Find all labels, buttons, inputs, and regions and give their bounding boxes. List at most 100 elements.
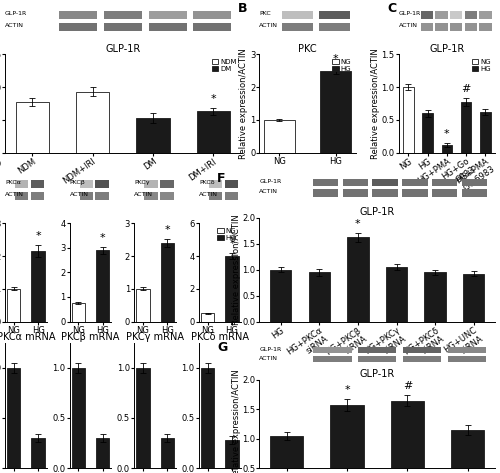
Bar <box>32 251 45 322</box>
Bar <box>224 192 238 200</box>
Bar <box>432 189 458 197</box>
Bar <box>330 405 364 473</box>
Bar <box>76 92 109 153</box>
Bar <box>358 347 397 353</box>
Bar <box>72 368 85 468</box>
Bar <box>104 23 142 31</box>
Bar <box>209 192 222 200</box>
Bar <box>196 111 230 153</box>
Bar <box>464 23 477 31</box>
Text: *: * <box>333 53 338 64</box>
Bar <box>270 270 291 322</box>
Bar <box>59 11 97 19</box>
Text: *: * <box>210 94 216 104</box>
Text: F: F <box>217 172 226 184</box>
Bar <box>31 192 44 200</box>
Text: GLP-1R: GLP-1R <box>399 11 421 16</box>
Bar <box>314 356 352 362</box>
Bar <box>402 189 427 197</box>
Title: PKCα mRNA: PKCα mRNA <box>0 332 55 342</box>
Bar <box>136 289 149 322</box>
Bar <box>7 289 20 322</box>
Bar <box>80 180 93 188</box>
Bar <box>96 250 110 322</box>
Bar <box>7 368 20 468</box>
Bar <box>320 71 351 153</box>
Bar <box>314 347 352 353</box>
Bar <box>461 102 471 153</box>
Bar <box>160 192 173 200</box>
Bar <box>312 189 338 197</box>
Y-axis label: Relative expression/ACTIN: Relative expression/ACTIN <box>240 48 248 159</box>
Y-axis label: Relative expression/ACTIN: Relative expression/ACTIN <box>232 369 240 473</box>
Bar <box>420 23 433 31</box>
Bar <box>402 179 427 186</box>
Text: ACTIN: ACTIN <box>5 23 24 28</box>
Bar <box>342 179 368 186</box>
Bar <box>72 303 85 322</box>
Bar <box>462 189 487 197</box>
Bar <box>342 189 368 197</box>
Text: #: # <box>402 381 412 391</box>
Bar <box>160 438 174 468</box>
Title: GLP-1R: GLP-1R <box>105 44 140 54</box>
Text: ACTIN: ACTIN <box>399 23 418 28</box>
Bar <box>358 356 397 362</box>
Text: PKCβ: PKCβ <box>70 180 86 184</box>
Text: ACTIN: ACTIN <box>260 23 278 28</box>
Text: *: * <box>229 239 235 249</box>
Text: *: * <box>36 231 41 241</box>
Bar <box>282 23 314 31</box>
Text: ACTIN: ACTIN <box>260 356 278 361</box>
Bar <box>312 179 338 186</box>
Text: *: * <box>100 233 105 243</box>
Y-axis label: Relative expression/ACTIN: Relative expression/ACTIN <box>371 48 380 159</box>
Bar <box>479 23 492 31</box>
Bar <box>96 192 109 200</box>
Bar <box>148 11 186 19</box>
Title: PKC: PKC <box>298 44 317 54</box>
Bar <box>32 438 45 468</box>
Y-axis label: Relative expression/ACTIN: Relative expression/ACTIN <box>232 214 240 325</box>
Bar <box>319 23 350 31</box>
Bar <box>386 267 407 322</box>
Bar <box>15 180 28 188</box>
Bar <box>451 430 484 473</box>
Bar <box>225 440 238 468</box>
Title: GLP-1R: GLP-1R <box>360 369 395 379</box>
Text: B: B <box>238 2 248 16</box>
Bar <box>144 192 158 200</box>
Bar <box>194 11 232 19</box>
Bar <box>16 102 49 153</box>
Text: ACTIN: ACTIN <box>134 192 154 197</box>
Bar <box>148 23 186 31</box>
Bar <box>422 114 433 153</box>
Bar <box>160 243 174 322</box>
Bar <box>104 11 142 19</box>
Bar <box>424 272 446 322</box>
Title: GLP-1R: GLP-1R <box>430 44 464 54</box>
Bar <box>160 180 173 188</box>
Legend: NG, HG: NG, HG <box>217 227 237 242</box>
Bar <box>436 11 448 19</box>
Bar <box>319 11 350 19</box>
Bar <box>372 189 398 197</box>
Text: *: * <box>164 225 170 235</box>
Text: ACTIN: ACTIN <box>70 192 88 197</box>
Title: GLP-1R: GLP-1R <box>360 207 395 217</box>
Bar <box>270 436 304 473</box>
Bar <box>391 401 424 473</box>
Bar <box>480 112 490 153</box>
Bar <box>403 347 441 353</box>
Title: PKCγ mRNA: PKCγ mRNA <box>126 332 184 342</box>
Text: GLP-1R: GLP-1R <box>5 11 27 16</box>
Bar <box>403 356 441 362</box>
Text: ACTIN: ACTIN <box>260 189 278 194</box>
Text: *: * <box>344 385 350 395</box>
Bar <box>372 179 398 186</box>
Bar <box>463 274 484 322</box>
Bar <box>479 11 492 19</box>
Bar <box>194 23 232 31</box>
Text: GLP-1R: GLP-1R <box>260 347 281 352</box>
Text: *: * <box>355 219 360 229</box>
